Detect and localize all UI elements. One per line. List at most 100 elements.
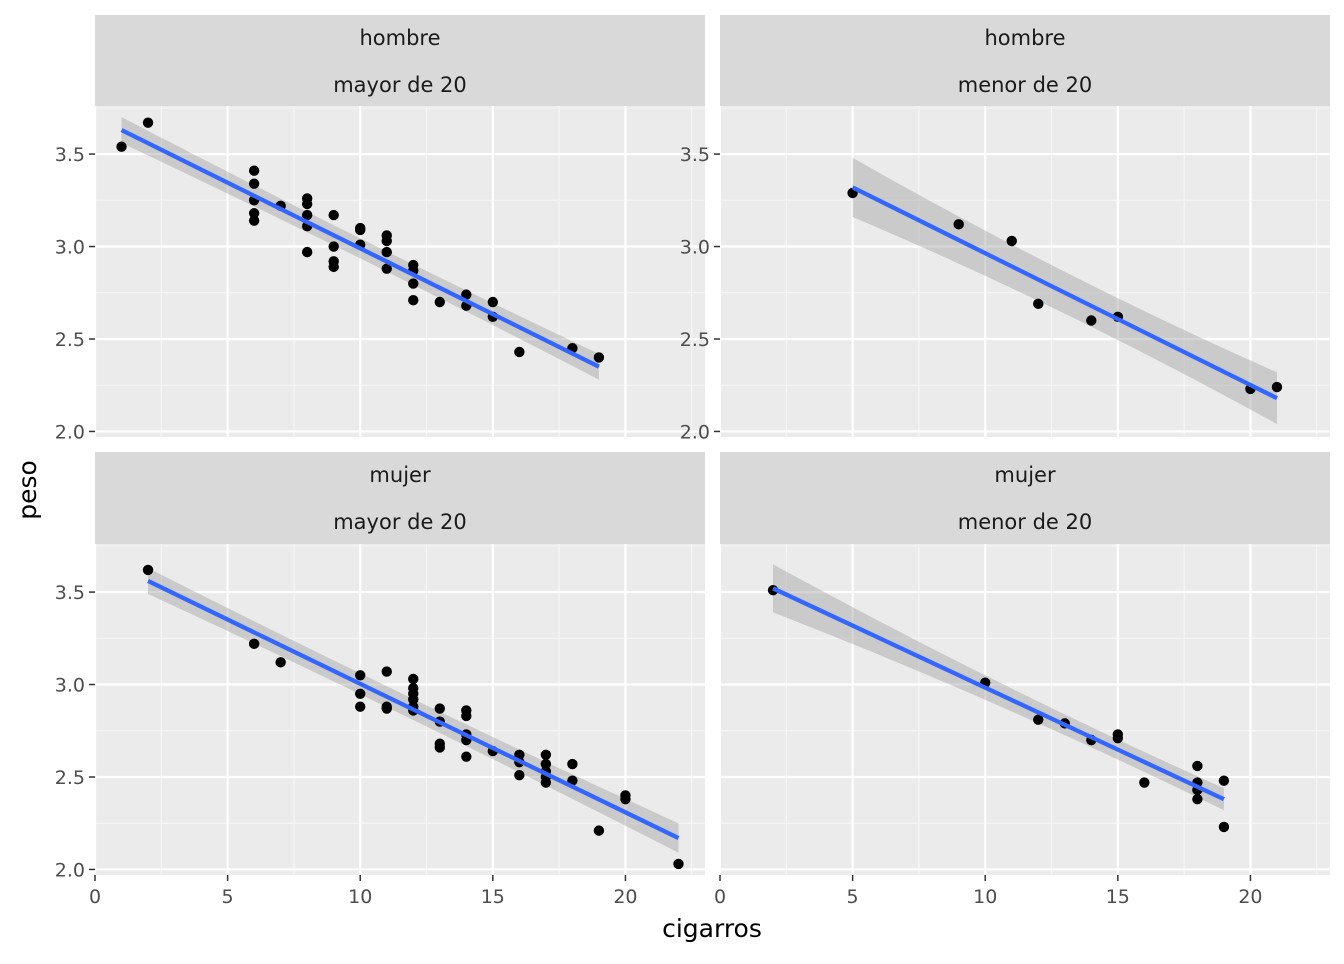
data-point [355,670,366,681]
data-point [1271,381,1283,393]
data-point [1033,714,1044,725]
data-point [1192,793,1203,805]
data-point [328,209,339,221]
x-axis-title: cigarros [662,914,762,943]
x-tick-label: 15 [1106,886,1130,908]
y-tick-label: 3.0 [55,675,85,697]
data-point [1112,732,1124,744]
data-point [593,825,605,836]
data-point [142,117,154,128]
y-tick-label: 2.0 [55,859,85,881]
data-point [381,263,392,274]
data-point [673,858,684,870]
regression-line [120,128,600,369]
data-point [248,178,260,189]
y-tick-label: 3.5 [680,144,710,166]
facet-strip-label: mayor de 20 [333,73,467,97]
panel-background [720,544,1330,875]
facet-strip [720,15,1330,106]
regression-line [147,579,680,840]
data-point [461,710,472,722]
facet-strip-label: mujer [994,463,1056,487]
data-point [355,688,366,699]
data-point [408,673,419,685]
data-point [540,758,552,770]
data-point [248,215,260,226]
facet-panel: mujer menor de 20 0 5 10 15 20 [714,452,1330,908]
data-point [408,278,419,289]
facet-strip-label: mujer [369,463,431,487]
data-point [328,241,339,252]
y-tick-label: 3.0 [55,237,85,259]
panel-background [95,106,705,437]
data-point [1086,315,1097,326]
data-point [1218,775,1230,786]
facet-panel: hombre mayor de 20 2.0 2.5 3.0 3.5 [55,15,705,443]
data-point [248,165,260,176]
data-point [408,294,419,306]
regression-line [772,586,1225,802]
data-point [381,703,392,714]
x-tick-label: 20 [1238,886,1262,908]
data-point [461,289,472,300]
data-point [434,703,445,714]
regression-line [851,185,1278,401]
y-tick-label: 3.5 [55,144,85,166]
x-tick-label: 5 [222,886,234,908]
y-tick-label: 2.5 [55,767,85,789]
data-point [487,296,499,308]
data-point [953,219,964,230]
data-point [540,777,552,788]
y-tick-label: 2.5 [680,329,710,351]
data-point [434,742,445,753]
facet-strip-label: menor de 20 [958,73,1093,97]
data-point [381,246,392,258]
facet-strip-label: mayor de 20 [333,510,467,534]
data-point [1139,777,1150,788]
y-tick-label: 2.0 [55,421,85,443]
data-point [1218,821,1230,833]
data-point [540,749,552,761]
facet-strip-label: hombre [359,26,440,50]
facet-panel: mujer mayor de 20 2.0 2.5 3.0 3.5 0 5 10 15 20 [55,452,705,908]
data-point [355,224,366,236]
panels-layer: hombre mayor de 20 2.0 2.5 3.0 3.5 hombre menor… [55,15,1330,908]
data-point [620,793,631,805]
x-tick-label: 15 [481,886,505,908]
data-point [434,296,445,308]
data-point [593,352,605,363]
data-point [301,246,313,258]
facet-panel: hombre menor de 20 2.0 2.5 3.0 3.5 [680,15,1330,443]
x-tick-label: 10 [348,886,372,908]
data-point [461,751,472,762]
data-point [408,694,419,705]
data-point [381,235,392,247]
data-point [514,769,525,781]
x-tick-label: 20 [613,886,637,908]
y-axis-title: peso [13,460,42,520]
x-tick-label: 5 [847,886,859,908]
data-point [1033,298,1044,310]
data-point [301,209,313,221]
facet-strip [95,452,705,544]
data-point [328,261,339,273]
y-tick-label: 2.5 [55,329,85,351]
panel-background [95,544,705,875]
facet-strip [95,15,705,106]
facet-strip-label: hombre [984,26,1065,50]
data-point [1192,760,1203,772]
y-tick-label: 3.0 [680,237,710,259]
data-point [275,657,286,668]
data-point [248,638,260,650]
y-tick-label: 2.0 [680,421,710,443]
data-point [142,564,154,576]
data-point [301,198,313,210]
x-tick-label: 10 [973,886,997,908]
x-tick-label: 0 [714,886,726,908]
data-point [355,701,366,712]
data-point [567,758,578,770]
data-point [1006,235,1017,247]
data-point [248,208,260,219]
data-point [514,346,525,358]
